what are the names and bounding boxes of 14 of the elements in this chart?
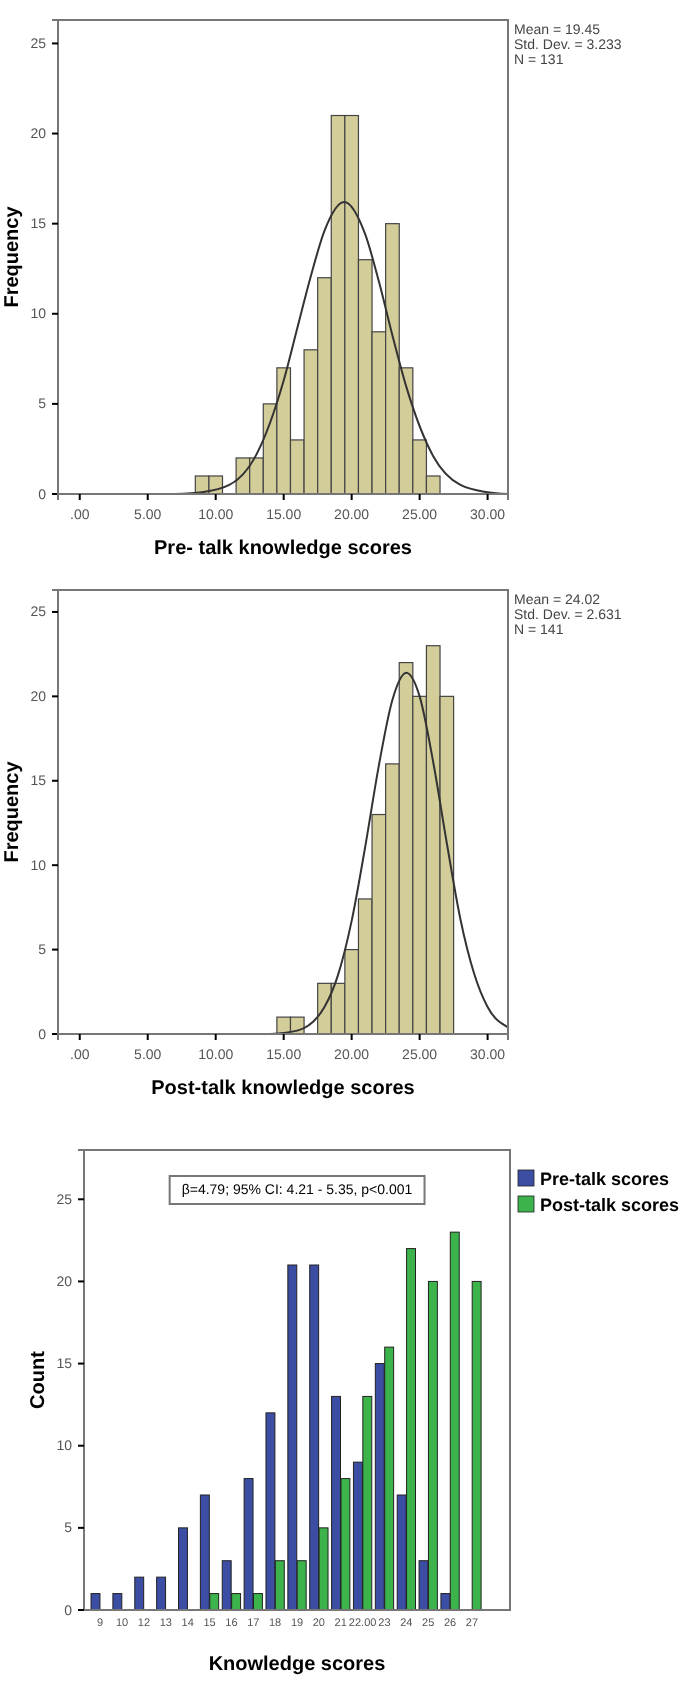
x-axis-title: Post-talk knowledge scores bbox=[151, 1078, 416, 1100]
legend-label: Post-talk scores bbox=[540, 1195, 680, 1215]
y-axis-title: Frequency bbox=[2, 205, 24, 308]
x-axis-title: Pre- talk knowledge scores bbox=[154, 538, 413, 560]
y-axis-title: Frequency bbox=[2, 760, 24, 863]
bar bbox=[134, 1576, 145, 1611]
bar bbox=[112, 1593, 123, 1611]
legend-label: Pre-talk scores bbox=[540, 1169, 670, 1189]
y-axis-title: Count bbox=[28, 1349, 50, 1409]
bar bbox=[90, 1593, 101, 1611]
x-axis-title: Knowledge scores bbox=[208, 1654, 387, 1676]
bar bbox=[471, 1280, 482, 1611]
bar bbox=[156, 1576, 167, 1611]
bar bbox=[178, 1527, 188, 1611]
